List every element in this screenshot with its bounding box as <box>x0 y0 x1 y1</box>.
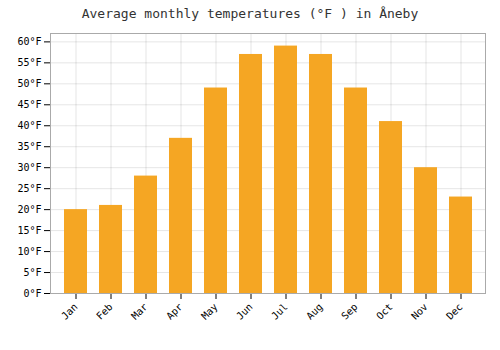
svg-text:25°F: 25°F <box>17 183 41 194</box>
svg-text:Aug: Aug <box>304 301 325 322</box>
svg-text:May: May <box>199 301 220 322</box>
svg-text:10°F: 10°F <box>17 246 41 257</box>
svg-text:35°F: 35°F <box>17 141 41 152</box>
svg-text:60°F: 60°F <box>17 36 41 47</box>
svg-text:0°F: 0°F <box>23 288 41 299</box>
svg-text:30°F: 30°F <box>17 162 41 173</box>
svg-text:15°F: 15°F <box>17 225 41 236</box>
svg-text:50°F: 50°F <box>17 78 41 89</box>
svg-text:20°F: 20°F <box>17 204 41 215</box>
svg-text:5°F: 5°F <box>23 267 41 278</box>
svg-text:Jan: Jan <box>59 301 80 322</box>
svg-text:Dec: Dec <box>444 301 465 322</box>
svg-text:Sep: Sep <box>339 301 360 322</box>
svg-text:Jul: Jul <box>269 301 290 322</box>
svg-text:45°F: 45°F <box>17 99 41 110</box>
svg-text:Jun: Jun <box>234 301 255 322</box>
svg-text:Feb: Feb <box>94 301 115 322</box>
svg-text:Apr: Apr <box>164 301 185 322</box>
svg-text:Oct: Oct <box>374 301 395 322</box>
svg-text:40°F: 40°F <box>17 120 41 131</box>
svg-text:Nov: Nov <box>409 301 430 322</box>
svg-text:Mar: Mar <box>129 301 150 322</box>
html-text:Average monthly temperatures (: Average monthly temperatures (°F ) in Ån… <box>81 6 419 21</box>
svg-text:55°F: 55°F <box>17 57 41 68</box>
